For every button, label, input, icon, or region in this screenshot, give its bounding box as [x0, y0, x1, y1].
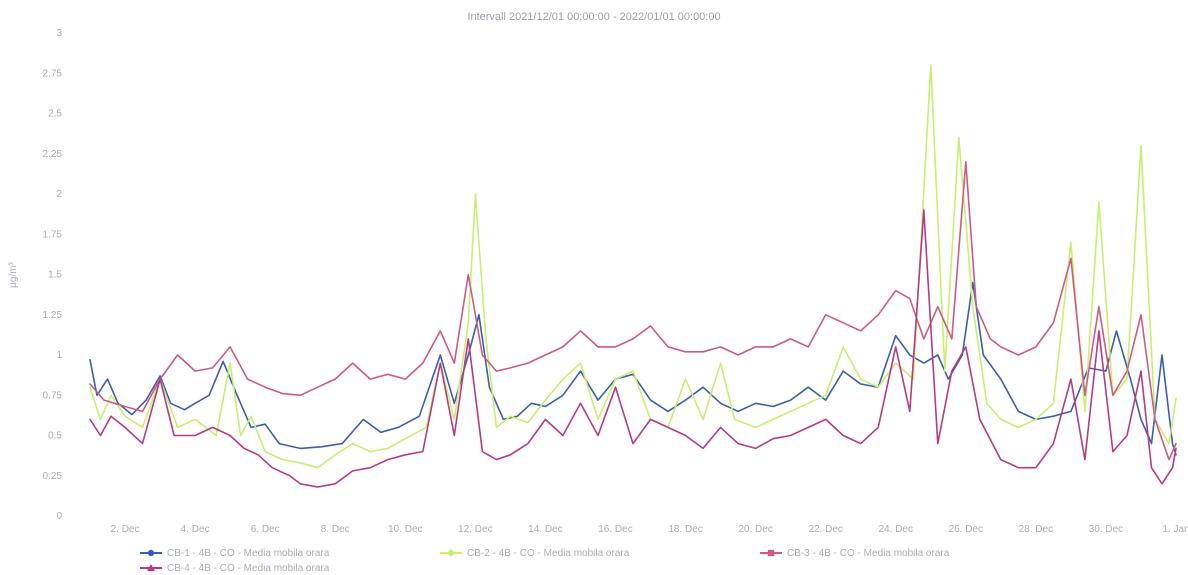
y-tick-label: 1.75	[43, 229, 63, 240]
y-tick-label: 1	[56, 350, 62, 361]
y-tick-label: 0.75	[43, 390, 63, 401]
series-line-cb-3	[89, 161, 1177, 461]
x-tick-label: 20. Dec	[738, 524, 772, 535]
x-tick-label: 14. Dec	[528, 524, 562, 535]
y-tick-label: 0.5	[48, 431, 62, 442]
x-tick-label: 22. Dec	[808, 524, 842, 535]
series-line-cb-1	[89, 281, 1177, 456]
y-tick-label: 2.25	[43, 149, 63, 160]
chart-title: Intervall 2021/12/01 00:00:00 - 2022/01/…	[467, 11, 720, 23]
legend-item-cb-4[interactable]: CB-4 - 4B - CO - Media mobila orara	[140, 563, 330, 574]
y-axis-title: µg/m³	[8, 261, 19, 287]
legend-marker-square-icon	[767, 549, 775, 557]
y-axis: 0 0.25 0.5 0.75 1 1.25 1.5 1.75 2 2.25 2.5 2.75 3	[43, 28, 63, 522]
series-group	[89, 64, 1177, 488]
legend-label: CB-2 - 4B - CO - Media mobila orara	[467, 548, 630, 559]
x-tick-label: 2. Dec	[111, 524, 140, 535]
x-tick-label: 30. Dec	[1089, 524, 1123, 535]
legend[interactable]: CB-1 - 4B - CO - Media mobila orara CB-2 …	[140, 548, 950, 574]
x-tick-label: 10. Dec	[388, 524, 422, 535]
legend-marker-triangle-icon	[147, 564, 155, 571]
legend-marker-diamond-icon	[447, 549, 455, 557]
x-tick-label: 1. Jan	[1162, 524, 1188, 535]
y-tick-label: 3	[56, 28, 62, 39]
x-tick-label: 8. Dec	[321, 524, 350, 535]
x-tick-label: 28. Dec	[1019, 524, 1053, 535]
y-tick-label: 2.75	[43, 68, 63, 79]
x-tick-label: 26. Dec	[949, 524, 983, 535]
x-tick-label: 24. Dec	[879, 524, 913, 535]
legend-item-cb-3[interactable]: CB-3 - 4B - CO - Media mobila orara	[760, 548, 950, 559]
y-tick-label: 1.25	[43, 310, 63, 321]
x-tick-label: 12. Dec	[458, 524, 492, 535]
y-tick-label: 2.5	[48, 109, 62, 120]
y-tick-label: 2	[56, 189, 62, 200]
x-tick-label: 18. Dec	[668, 524, 702, 535]
x-tick-label: 16. Dec	[598, 524, 632, 535]
y-tick-label: 1.5	[48, 270, 62, 281]
legend-marker-circle-icon	[147, 549, 155, 557]
x-tick-label: 4. Dec	[181, 524, 210, 535]
y-tick-label: 0.25	[43, 471, 63, 482]
x-tick-label: 6. Dec	[251, 524, 280, 535]
legend-item-cb-2[interactable]: CB-2 - 4B - CO - Media mobila orara	[440, 548, 630, 559]
legend-label: CB-1 - 4B - CO - Media mobila orara	[167, 548, 330, 559]
legend-item-cb-1[interactable]: CB-1 - 4B - CO - Media mobila orara	[140, 548, 330, 559]
y-tick-label: 0	[56, 511, 62, 522]
legend-label: CB-3 - 4B - CO - Media mobila orara	[787, 548, 950, 559]
x-axis: 2. Dec 4. Dec 6. Dec 8. Dec 10. Dec 12. Dec 14…	[111, 524, 1188, 535]
series-line-cb-2	[89, 64, 1177, 469]
legend-label: CB-4 - 4B - CO - Media mobila orara	[167, 563, 330, 574]
series-line-cb-4	[89, 209, 1177, 488]
